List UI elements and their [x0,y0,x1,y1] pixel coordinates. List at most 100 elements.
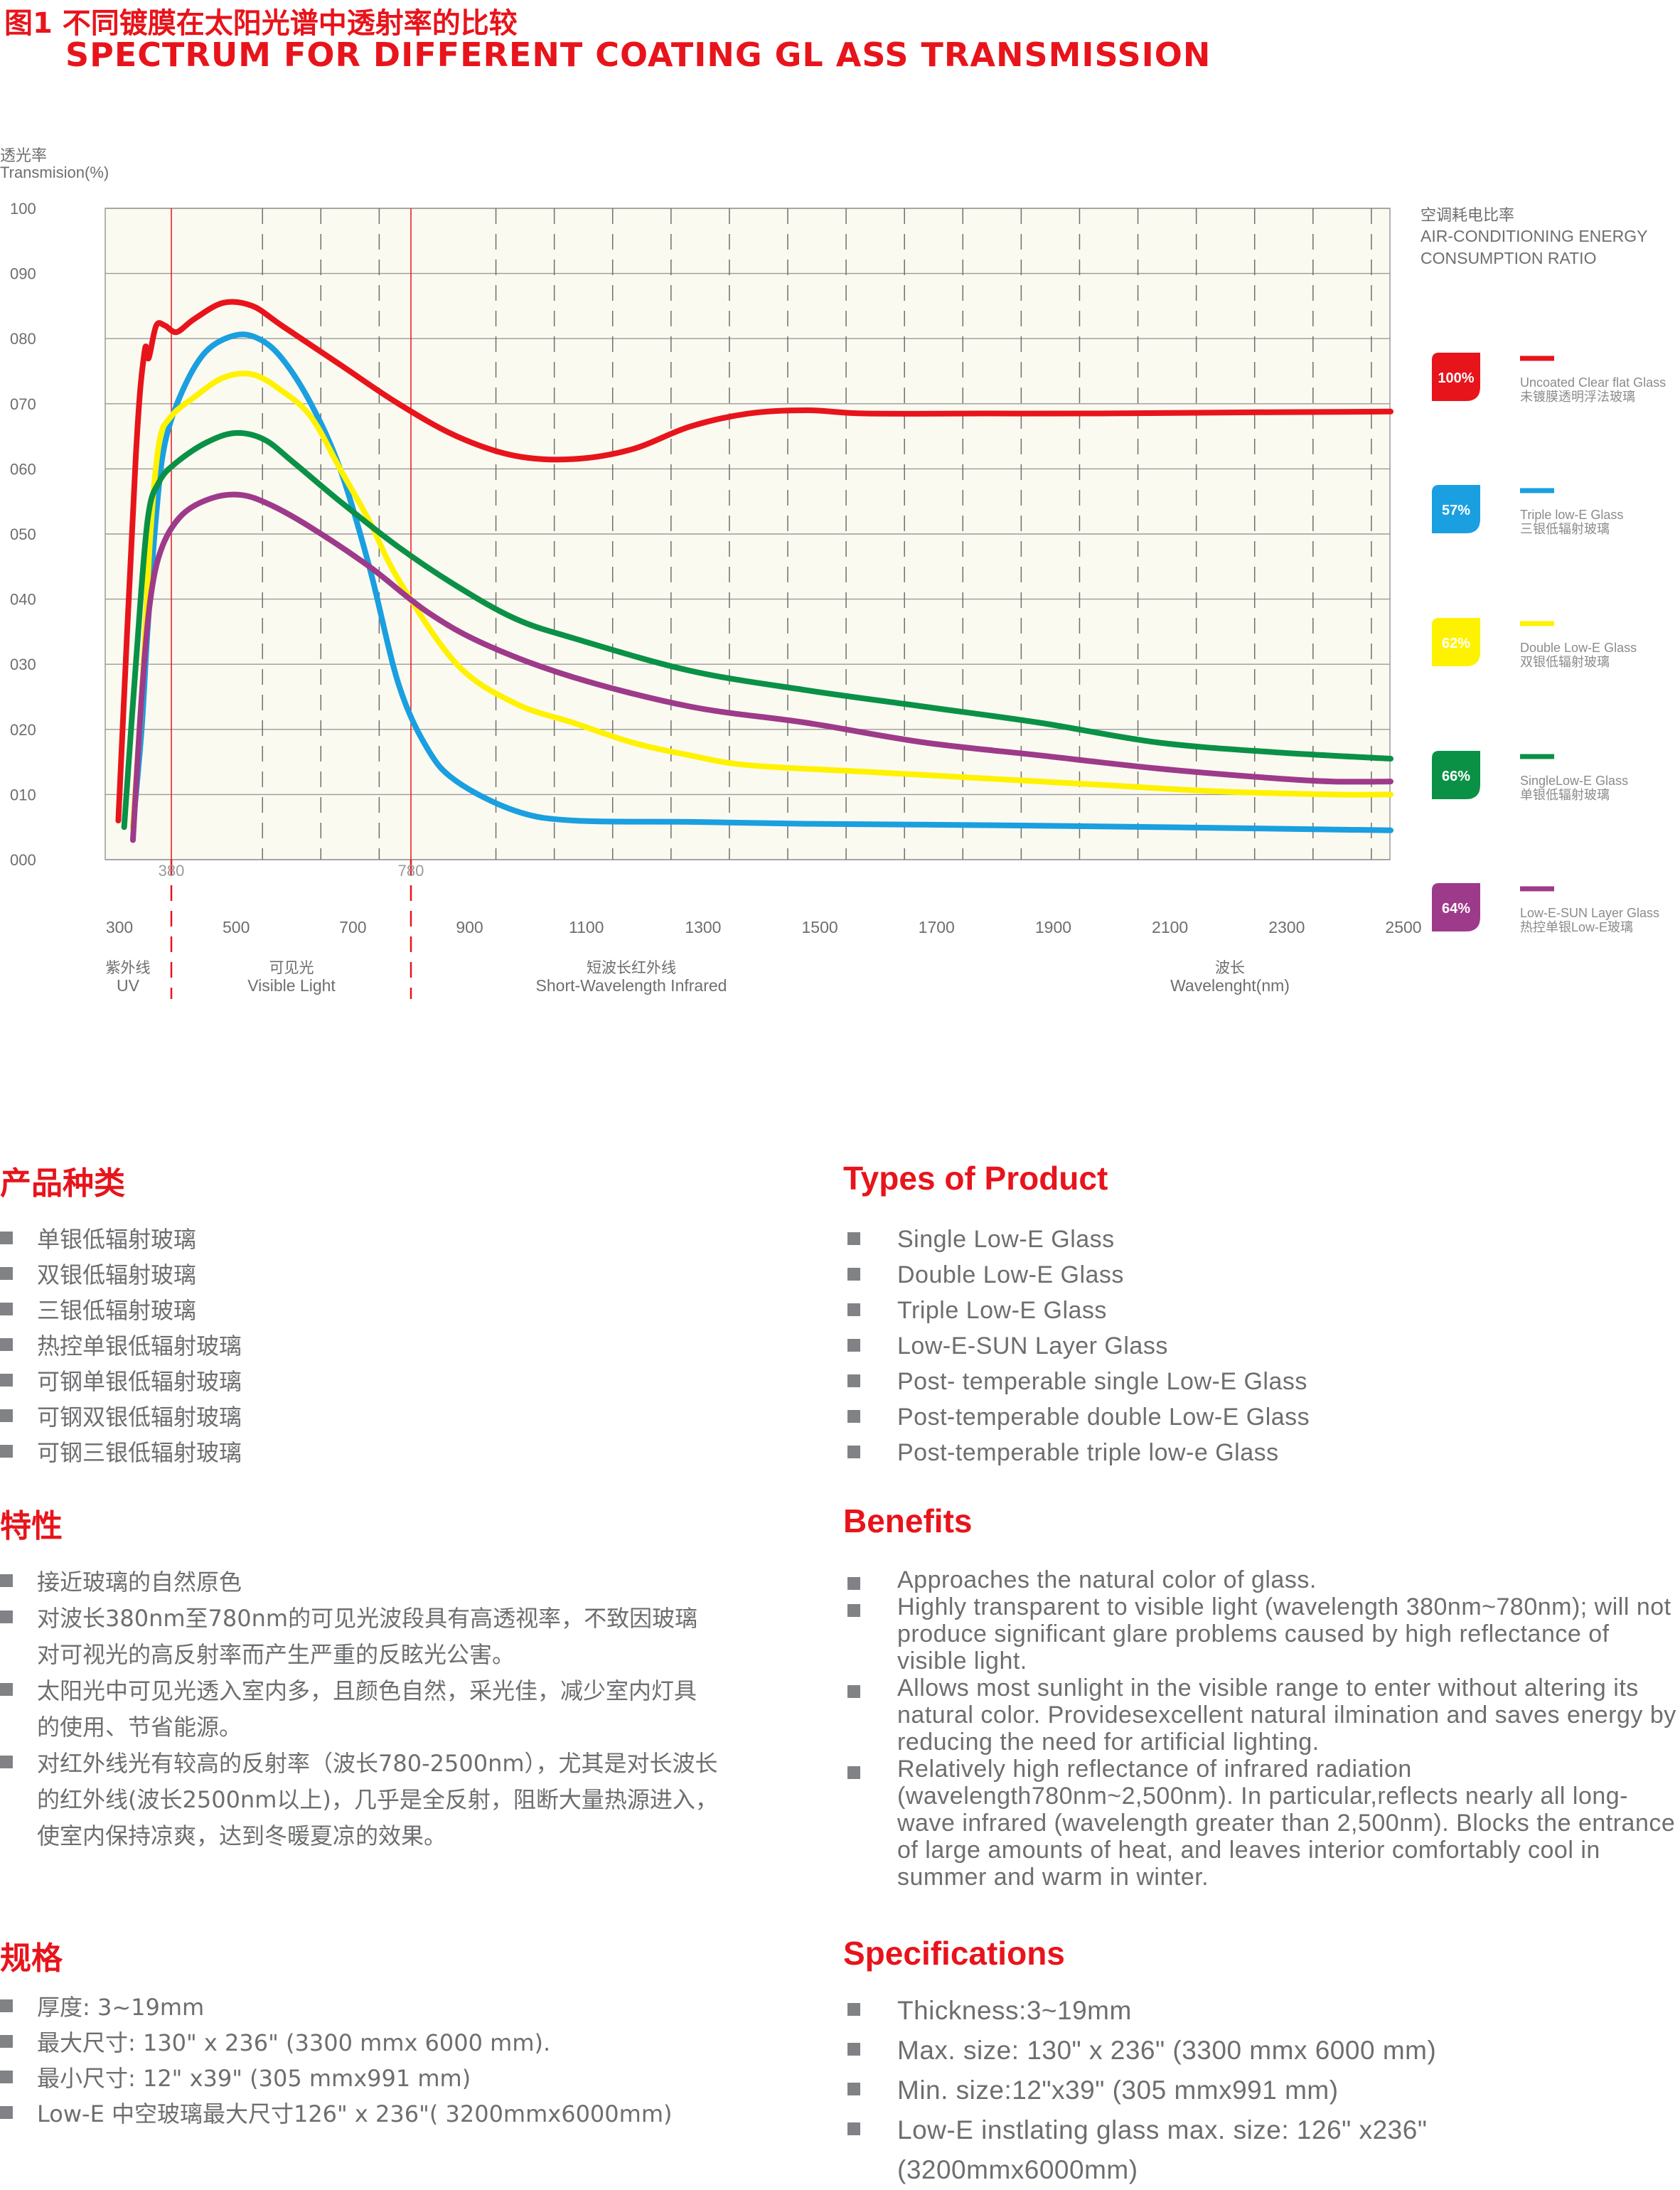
x-tick-label: 1700 [919,918,955,936]
x-tick-label: 1900 [1035,918,1071,936]
types-title-en: Types of Product [843,1160,1108,1197]
benefits-title-en: Benefits [843,1502,973,1539]
list-item: 可钢三银低辐射玻璃 [0,1435,768,1470]
types-title-cn: 产品种类 [0,1165,125,1202]
region-label-cn: 可见光 [269,960,314,976]
list-item: Post-temperable triple low-e Glass [847,1435,1672,1470]
legend-name-cn: 热控单银Low-E玻璃 [1520,920,1633,934]
y-axis-label-en: Transmision(%) [0,164,109,181]
list-item: 接近玻璃的自然原色 [0,1564,718,1601]
specs-title-en: Specifications [843,1935,1065,1972]
specs-title-cn: 规格 [0,1940,63,1977]
list-item: Relatively high reflectance of infrared … [847,1756,1679,1891]
list-item: Single Low-E Glass [847,1222,1672,1257]
list-item: 厚度: 3~19mm [0,1989,782,2025]
list-item: Low-E 中空玻璃最大尺寸126" x 236"( 3200mmx6000mm… [0,2096,782,2132]
title-en: SPECTRUM FOR DIFFERENT COATING GL ASS TR… [65,36,1211,74]
list-item: 三银低辐射玻璃 [0,1293,768,1328]
list-item: Allows most sunlight in the visible rang… [847,1674,1679,1756]
legend-title-cn: 空调耗电比率 [1420,206,1514,224]
list-item: 双银低辐射玻璃 [0,1257,768,1293]
x-tick-label: 1100 [569,918,604,936]
y-tick-label: 070 [10,395,36,413]
list-item: Post- temperable single Low-E Glass [847,1364,1672,1399]
x-tick-label: 1500 [802,918,838,936]
y-tick-label: 020 [10,721,36,739]
list-item: Double Low-E Glass [847,1257,1672,1293]
benefits-list-cn: 接近玻璃的自然原色 对波长380nm至780nm的可见光波段具有高透视率，不致因玻… [0,1564,718,1854]
types-list-cn: 单银低辐射玻璃 双银低辐射玻璃 三银低辐射玻璃 热控单银低辐射玻璃 可钢单银低辐射玻璃可… [0,1222,768,1470]
legend-name: Double Low-E Glass [1520,641,1637,655]
x-tick-label: 700 [339,918,366,936]
x-tick-label: 1300 [685,918,721,936]
region-label-en: UV [117,976,140,995]
list-item: 可钢双银低辐射玻璃 [0,1399,768,1435]
legend-ratio: 66% [1442,769,1470,784]
list-item: 太阳光中可见光透入室内多，且颜色自然，采光佳，减少室内灯具的使用、节省能源。 [0,1673,718,1746]
types-list-en: Single Low-E Glass Double Low-E Glass Trip… [847,1222,1672,1470]
x-tick-label: 500 [223,918,250,936]
legend-name: Low-E-SUN Layer Glass [1520,906,1659,920]
series-line [115,299,1393,824]
y-axis-label-cn: 透光率 [0,146,47,164]
series-line [121,429,1393,830]
legend-name-cn: 三银低辐射玻璃 [1520,522,1610,536]
legend-name: SingleLow-E Glass [1520,774,1628,788]
marker-label: 380 [159,862,185,880]
y-tick-label: 100 [10,200,36,218]
list-item: 对红外线光有较高的反射率（波长780-2500nm），尤其是对长波长的红外线(波… [0,1746,718,1854]
region-label-cn: 紫外线 [106,960,151,976]
legend-name: Triple low-E Glass [1520,508,1623,522]
legend-name-cn: 单银低辐射玻璃 [1520,788,1610,802]
legend-swatch [1432,751,1480,799]
list-item: 热控单银低辐射玻璃 [0,1328,768,1364]
list-item: 最大尺寸: 130" x 236" (3300 mmx 6000 mm). [0,2025,782,2061]
region-label-en: Visible Light [247,976,336,995]
y-tick-label: 050 [10,525,36,543]
list-item: 最小尺寸: 12" x39" (305 mmx991 mm) [0,2061,782,2096]
x-tick-label: 300 [106,918,133,936]
x-tick-label: 2100 [1152,918,1188,936]
legend-swatch [1432,353,1480,401]
x-axis-label-en: Wavelenght(nm) [1170,976,1290,995]
benefits-list-en: Approaches the natural color of glass. Hi… [847,1566,1679,1891]
list-item: Post-temperable double Low-E Glass [847,1399,1672,1435]
list-item: Low-E instlating glass max. size: 126" x… [847,2110,1558,2190]
legend-ratio: 64% [1442,901,1470,917]
legend-name-cn: 未镀膜透明浮法玻璃 [1520,390,1635,404]
y-tick-label: 000 [10,851,36,869]
list-item: Low-E-SUN Layer Glass [847,1328,1672,1364]
y-tick-label: 090 [10,265,36,283]
y-tick-label: 010 [10,786,36,803]
x-tick-label: 2500 [1385,918,1421,936]
legend-ratio: 62% [1442,636,1470,651]
list-item: 可钢单银低辐射玻璃 [0,1364,768,1399]
list-item: Thickness:3~19mm [847,1991,1558,2031]
list-item: Min. size:12"x39" (305 mmx991 mm) [847,2071,1558,2110]
specs-list-en: Thickness:3~19mm Max. size: 130" x 236" (… [847,1991,1558,2190]
legend-name: Uncoated Clear flat Glass [1520,375,1666,390]
y-tick-label: 030 [10,656,36,673]
series-line [129,491,1393,843]
legend-title-en: AIR-CONDITIONING ENERGY [1420,227,1647,245]
y-tick-label: 080 [10,330,36,348]
list-item: Approaches the natural color of glass. [847,1566,1679,1593]
legend-title-en: CONSUMPTION RATIO [1420,249,1596,267]
x-tick-label: 900 [456,918,483,936]
x-tick-label: 2300 [1268,918,1305,936]
benefits-title-cn: 特性 [0,1508,63,1544]
list-item: Triple Low-E Glass [847,1293,1672,1328]
series-line [129,370,1393,830]
legend-swatch [1432,618,1480,666]
legend-swatch [1432,485,1480,533]
x-axis-label-cn: 波长 [1215,960,1245,976]
legend-name-cn: 双银低辐射玻璃 [1520,655,1610,669]
y-tick-label: 060 [10,460,36,478]
region-label-en: Short-Wavelength Infrared [536,976,727,995]
marker-label: 780 [398,862,424,880]
y-tick-label: 040 [10,591,36,609]
region-label-cn: 短波长红外线 [587,960,676,976]
list-item: Max. size: 130" x 236" (3300 mmx 6000 mm… [847,2031,1558,2071]
legend-swatch [1432,883,1480,931]
